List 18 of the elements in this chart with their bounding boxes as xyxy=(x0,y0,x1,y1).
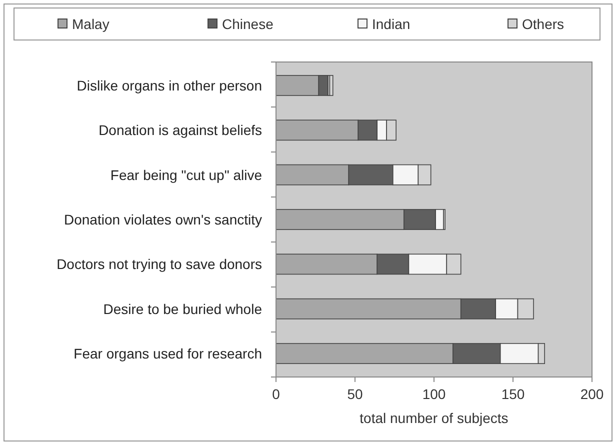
y-tick-label: Donation is against beliefs xyxy=(98,122,262,138)
legend-label: Malay xyxy=(72,16,110,32)
y-tick-label: Fear being "cut up" alive xyxy=(110,166,262,183)
x-axis-title: total number of subjects xyxy=(360,410,508,426)
y-tick-label: Fear organs used for research xyxy=(74,346,262,362)
x-tick-label: 100 xyxy=(422,386,446,402)
x-tick-label: 200 xyxy=(580,386,604,402)
y-tick-label: Dislike organs in other person xyxy=(76,77,262,94)
y-tick-label: Donation violates own's sanctity xyxy=(64,212,262,228)
y-tick-label: Desire to be buried whole xyxy=(103,300,262,317)
x-tick-label: 150 xyxy=(501,386,525,402)
x-tick-label: 50 xyxy=(347,386,363,402)
x-tick-label: 0 xyxy=(272,386,280,402)
bar xyxy=(329,75,334,96)
legend-label: Chinese xyxy=(222,16,274,32)
legend-label: Indian xyxy=(372,16,410,32)
legend-label: Others xyxy=(522,16,564,32)
y-tick-label: Doctors not trying to save donors xyxy=(56,256,262,272)
